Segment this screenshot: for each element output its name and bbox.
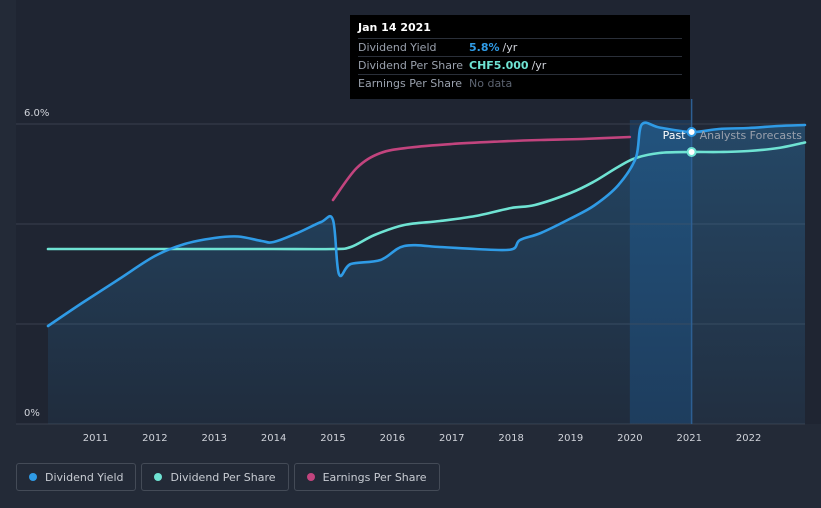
- x-tick-label: 2020: [617, 433, 642, 444]
- x-tick-label: 2022: [736, 433, 761, 444]
- x-tick-label: 2012: [142, 433, 167, 444]
- legend-item-dividend-per-share[interactable]: Dividend Per Share: [141, 463, 289, 491]
- dividend-yield-area: [48, 122, 805, 425]
- tooltip-label: Dividend Per Share: [358, 59, 464, 72]
- legend-dot-icon: [29, 473, 37, 481]
- tooltip-row-earnings-per-share: Earnings Per Share No data: [358, 74, 682, 92]
- legend-item-earnings-per-share[interactable]: Earnings Per Share: [293, 463, 440, 491]
- x-tick-label: 2016: [380, 433, 405, 444]
- dividend-yield-area-fill: [48, 122, 805, 425]
- tooltip-value: 5.8%: [469, 41, 500, 54]
- cursor: Past Analysts Forecasts: [663, 99, 803, 424]
- legend-label: Dividend Yield: [45, 470, 124, 484]
- legend: Dividend Yield Dividend Per Share Earnin…: [16, 463, 440, 491]
- x-tick-label: 2014: [261, 433, 286, 444]
- legend-dot-icon: [306, 473, 315, 481]
- x-tick-label: 2011: [83, 433, 108, 444]
- tooltip-value: No data: [469, 77, 513, 90]
- axes: 6.0% 0% 2011 2012 2013 2014 2015 2016 2017 2018 20…: [24, 108, 761, 444]
- dividend-yield-line: [46, 121, 807, 328]
- x-tick-label: 2018: [498, 433, 523, 444]
- tooltip-unit: /yr: [502, 41, 518, 54]
- dividend-per-share-line: [46, 141, 807, 251]
- past-label: Past: [663, 129, 687, 142]
- legend-label: Earnings Per Share: [322, 470, 427, 484]
- dividend-per-share-marker: [686, 147, 697, 157]
- series-lines: [46, 121, 807, 328]
- y-tick-label: 0%: [24, 408, 40, 419]
- x-tick-label: 2021: [676, 433, 701, 444]
- tooltip-unit: /yr: [531, 59, 547, 72]
- tooltip-label: Earnings Per Share: [358, 77, 463, 90]
- x-tick-label: 2013: [202, 433, 227, 444]
- tooltip-date: Jan 14 2021: [358, 21, 431, 34]
- legend-dot-icon: [154, 473, 163, 481]
- earnings-per-share-line: [331, 135, 632, 202]
- dividend-yield-marker: [686, 127, 697, 137]
- forecast-label: Analysts Forecasts: [700, 129, 803, 142]
- x-tick-label: 2019: [558, 433, 583, 444]
- legend-label: Dividend Per Share: [170, 470, 276, 484]
- tooltip-row-dividend-per-share: Dividend Per Share CHF5.000 /yr: [358, 56, 682, 74]
- x-tick-label: 2017: [439, 433, 464, 444]
- x-tick-label: 2015: [320, 433, 345, 444]
- tooltip: Jan 14 2021 Dividend Yield 5.8% /yr Divi…: [350, 15, 690, 99]
- tooltip-label: Dividend Yield: [358, 41, 437, 54]
- tooltip-value: CHF5.000: [469, 59, 529, 72]
- y-tick-label: 6.0%: [24, 108, 49, 119]
- tooltip-row-dividend-yield: Dividend Yield 5.8% /yr: [358, 38, 682, 56]
- legend-item-dividend-yield[interactable]: Dividend Yield: [16, 463, 137, 491]
